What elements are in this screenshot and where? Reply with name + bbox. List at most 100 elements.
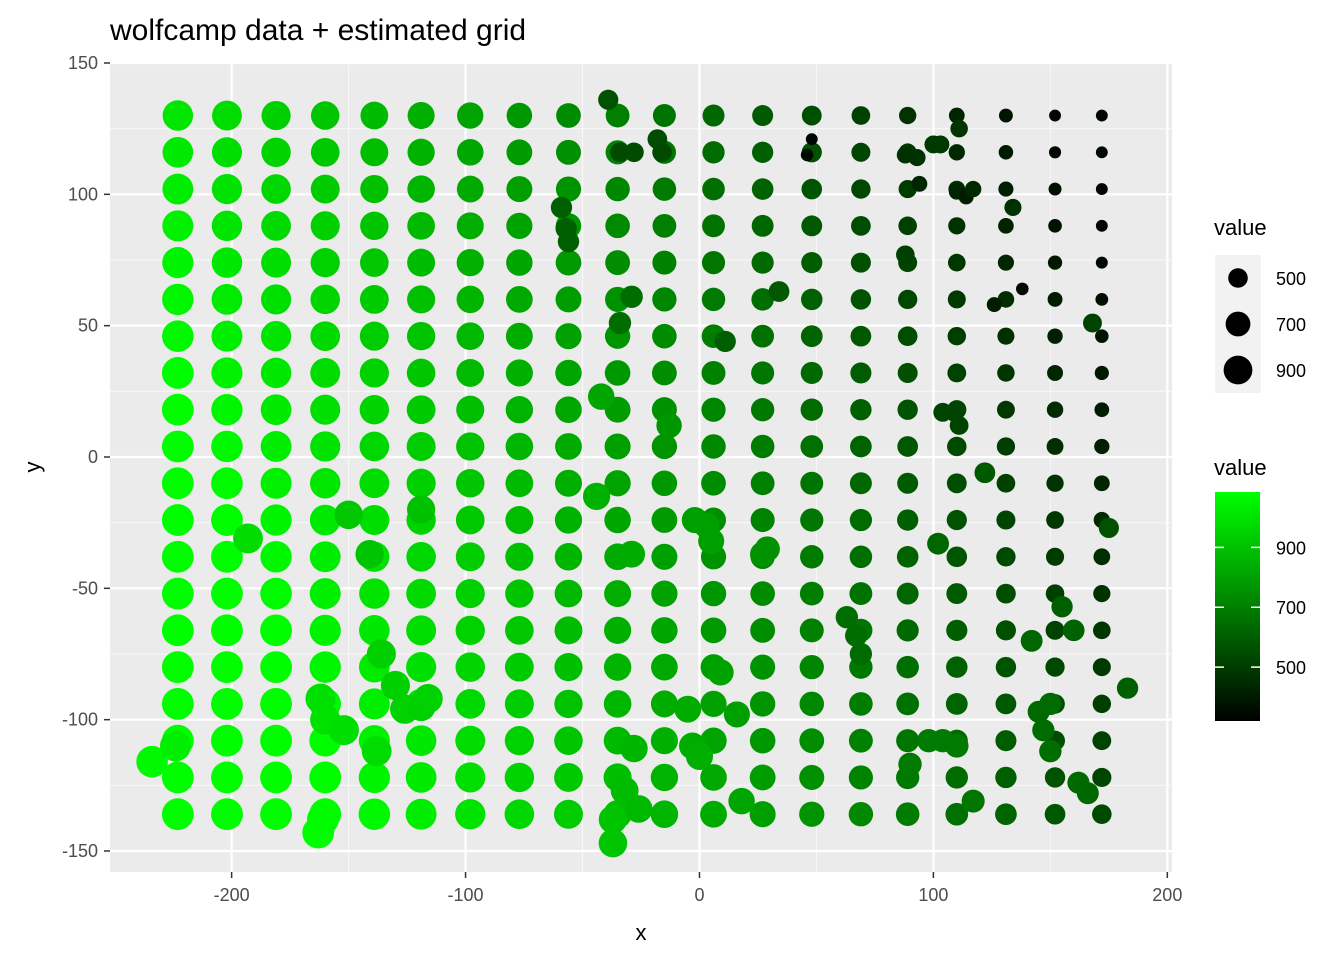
x-axis-ticks: -200 -100 0 100 200 <box>214 872 1182 905</box>
grid-point <box>701 470 726 496</box>
grid-point <box>896 582 919 605</box>
grid-point <box>455 542 485 572</box>
grid-point <box>310 137 340 167</box>
grid-point <box>504 652 534 682</box>
grid-point <box>310 357 341 388</box>
grid-point <box>310 284 340 315</box>
grid-point <box>896 545 919 568</box>
colorbar-label: 500 <box>1276 658 1306 678</box>
observation-point <box>1039 692 1062 716</box>
grid-point <box>554 726 583 755</box>
grid-point <box>161 467 194 500</box>
grid-point <box>506 176 533 203</box>
grid-point <box>211 577 243 610</box>
grid-point <box>260 761 293 794</box>
grid-point <box>850 399 872 421</box>
observation-point <box>608 311 632 335</box>
grid-point <box>554 579 583 608</box>
grid-point <box>211 724 243 757</box>
grid-point <box>651 360 677 386</box>
colorbar-label: 900 <box>1276 538 1306 558</box>
grid-point <box>211 320 243 352</box>
grid-point <box>650 727 678 755</box>
grid-point <box>1095 146 1108 159</box>
grid-point <box>211 247 243 278</box>
grid-point <box>161 798 194 831</box>
grid-point <box>360 138 389 167</box>
grid-point <box>455 615 485 646</box>
grid-point <box>161 357 194 389</box>
grid-point <box>652 104 676 128</box>
grid-point <box>161 614 194 647</box>
grid-point <box>455 799 486 830</box>
grid-point <box>309 651 341 683</box>
grid-point <box>850 362 872 384</box>
grid-point <box>651 543 678 570</box>
observation-point <box>723 701 750 728</box>
observation-point <box>624 795 653 823</box>
grid-point <box>211 540 243 573</box>
observation-point <box>406 495 436 524</box>
grid-point <box>1094 402 1110 418</box>
grid-point <box>211 614 243 647</box>
observation-point <box>652 142 672 163</box>
grid-point <box>405 725 437 756</box>
grid-point <box>261 137 291 167</box>
grid-point <box>360 248 389 277</box>
grid-point <box>995 620 1016 641</box>
grid-point <box>260 614 292 647</box>
grid-point <box>850 289 872 310</box>
color-legend-title: value <box>1214 455 1267 480</box>
observation-point <box>1076 782 1099 805</box>
size-legend: value 500 700 900 <box>1214 215 1306 393</box>
grid-point <box>799 691 825 717</box>
grid-point <box>800 435 824 458</box>
grid-point <box>1095 256 1108 269</box>
observation-point <box>557 230 580 253</box>
grid-point <box>1093 584 1111 603</box>
grid-point <box>751 141 774 163</box>
observation-point <box>728 787 755 815</box>
grid-point <box>211 687 243 720</box>
grid-point <box>161 651 194 684</box>
grid-point <box>310 101 340 130</box>
observation-point <box>366 639 396 669</box>
grid-point <box>603 690 632 718</box>
grid-point <box>1092 658 1111 677</box>
grid-point <box>651 470 678 497</box>
observation-point <box>550 196 573 219</box>
grid-point <box>309 578 341 610</box>
grid-point <box>995 656 1017 678</box>
observation-point <box>1098 517 1119 539</box>
grid-point <box>456 285 484 314</box>
grid-point <box>749 727 776 754</box>
grid-point <box>405 798 437 830</box>
grid-point <box>504 762 535 793</box>
y-axis-ticks: -150 -100 -50 0 50 100 150 <box>62 53 110 861</box>
grid-point <box>505 469 534 498</box>
grid-point <box>849 545 873 569</box>
grid-point <box>1094 365 1109 381</box>
grid-point <box>555 249 582 276</box>
grid-point <box>1044 767 1066 788</box>
observation-point <box>911 175 928 192</box>
grid-point <box>652 213 677 238</box>
grid-point <box>898 106 917 125</box>
grid-point <box>211 430 243 463</box>
grid-point <box>505 616 534 645</box>
grid-point <box>554 799 583 829</box>
grid-point <box>1046 511 1064 529</box>
x-tick-label: -100 <box>448 885 484 905</box>
grid-point <box>505 506 534 535</box>
grid-point <box>1095 183 1108 196</box>
grid-point <box>897 472 919 494</box>
grid-point <box>850 435 872 458</box>
grid-point <box>947 326 967 346</box>
size-legend-label: 900 <box>1276 361 1306 381</box>
grid-point <box>1095 329 1109 343</box>
grid-point <box>406 652 437 683</box>
observation-point <box>898 752 922 777</box>
grid-point <box>1046 401 1064 418</box>
grid-point <box>849 472 872 495</box>
size-legend-key <box>1225 311 1251 337</box>
